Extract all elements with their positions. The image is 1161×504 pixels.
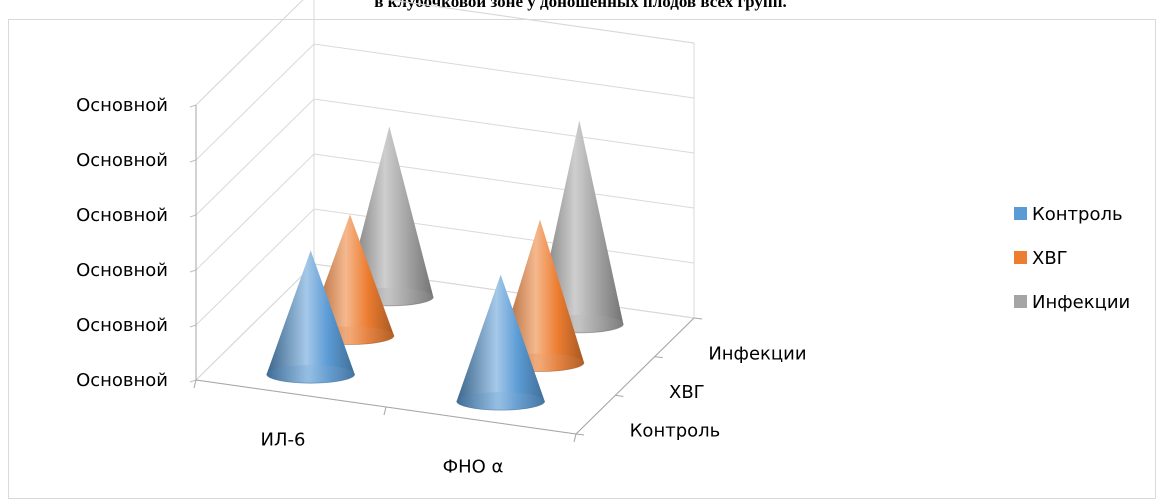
depth-tick	[615, 394, 624, 397]
page-title: в клубочковой зоне у доношенных плодов в…	[374, 0, 787, 11]
cone-Контроль-ИЛ-6	[266, 250, 356, 384]
legend-label: Контроль	[1032, 204, 1123, 225]
depth-tick-label: Контроль	[630, 421, 721, 442]
y-tick-label: Основной	[76, 150, 168, 171]
y-tick	[189, 324, 197, 328]
y-tick-label: Основной	[76, 260, 168, 281]
legend-label: Инфекции	[1032, 292, 1130, 313]
cones	[266, 120, 624, 411]
x-tick	[193, 379, 197, 389]
y-tick-label: Основной	[76, 370, 168, 391]
legend-label: ХВГ	[1032, 248, 1068, 269]
depth-tick	[654, 356, 663, 359]
depth-tick	[575, 433, 585, 436]
legend: Контроль ХВГ Инфекции	[1014, 204, 1130, 313]
y-tick-label: Основной	[76, 315, 168, 336]
x-tick	[383, 406, 387, 416]
legend-swatch	[1014, 251, 1027, 264]
floor	[194, 263, 696, 435]
y-tick	[189, 214, 197, 218]
y-tick	[189, 379, 197, 383]
depth-tick	[693, 317, 703, 320]
cone-Контроль-ФНО α	[456, 274, 546, 411]
legend-swatch	[1014, 207, 1027, 220]
depth-tick-label: ХВГ	[669, 382, 705, 403]
x-tick-label: ИЛ-6	[261, 430, 306, 451]
depth-tick-label: Инфекции	[708, 343, 806, 364]
x-tick	[573, 433, 577, 443]
y-tick	[189, 159, 197, 163]
x-tick-label: ФНО α	[443, 457, 504, 478]
y-tick	[189, 104, 197, 108]
depth-axis-line	[575, 317, 695, 435]
y-tick-label: Основной	[76, 95, 168, 116]
legend-swatch	[1014, 295, 1027, 308]
gridline	[195, 0, 695, 106]
y-tick	[189, 269, 197, 273]
y-tick-label: Основной	[76, 205, 168, 226]
x-axis-labels: ИЛ-6 ФНО α	[261, 430, 504, 478]
y-axis-labels: Основной Основной Основной Основной Основной…	[76, 95, 168, 391]
